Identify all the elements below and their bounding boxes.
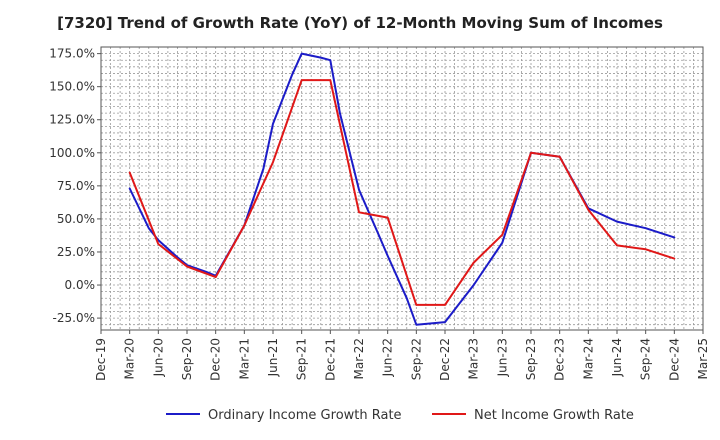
plot-frame [100, 46, 704, 331]
y-tick-label: 50.0% [57, 212, 95, 226]
y-tick-label: 150.0% [49, 80, 95, 94]
chart-title: [7320] Trend of Growth Rate (YoY) of 12-… [57, 14, 663, 32]
y-tick-label: 125.0% [49, 113, 95, 127]
x-tick-label: Mar-21 [237, 338, 251, 379]
x-tick-label: Jun-23 [495, 338, 509, 377]
x-tick-label: Dec-24 [667, 338, 681, 381]
legend: Ordinary Income Growth Rate Net Income Gr… [166, 408, 634, 423]
x-tick-label: Dec-21 [323, 338, 337, 381]
x-tick-label: Sep-20 [180, 338, 194, 380]
x-tick-label: Mar-24 [581, 338, 595, 379]
x-tick-label: Jun-24 [610, 338, 624, 377]
legend-label: Net Income Growth Rate [474, 408, 634, 423]
x-tick-label: Dec-22 [438, 338, 452, 381]
x-tick-labels: Dec-19 Mar-20 Jun-20 Sep-20 Dec-20 Mar-21 Jun-… [94, 330, 710, 381]
x-tick-label: Sep-23 [524, 338, 538, 380]
x-tick-label: Sep-22 [409, 338, 423, 380]
x-tick-label: Dec-23 [553, 338, 567, 381]
x-tick-label: Mar-25 [696, 338, 710, 379]
y-tick-label: 75.0% [57, 179, 95, 193]
x-tick-label: Jun-20 [151, 338, 165, 377]
x-tick-label: Jun-21 [266, 338, 280, 377]
y-tick-label: -25.0% [53, 311, 95, 325]
x-tick-label: Mar-22 [352, 338, 366, 379]
y-tick-label: 0.0% [65, 278, 96, 292]
series-line-net-income [128, 79, 676, 306]
x-tick-label: Mar-20 [123, 338, 137, 379]
x-tick-label: Sep-21 [295, 338, 309, 380]
x-tick-label: Jun-22 [381, 338, 395, 377]
series-line-ordinary-income [128, 52, 676, 326]
legend-label: Ordinary Income Growth Rate [208, 408, 402, 423]
x-tick-label: Mar-23 [467, 338, 481, 379]
y-tick-label: 175.0% [49, 47, 95, 61]
y-tick-labels: 175.0% 150.0% 125.0% 100.0% 75.0% 50.0% 25.0% 0… [49, 47, 101, 325]
y-tick-label: 25.0% [57, 245, 95, 259]
x-tick-label: Dec-20 [209, 338, 223, 381]
x-tick-label: Sep-24 [639, 338, 653, 380]
x-tick-label: Dec-19 [94, 338, 108, 381]
series-layer [128, 52, 676, 326]
y-tick-label: 100.0% [49, 146, 95, 160]
